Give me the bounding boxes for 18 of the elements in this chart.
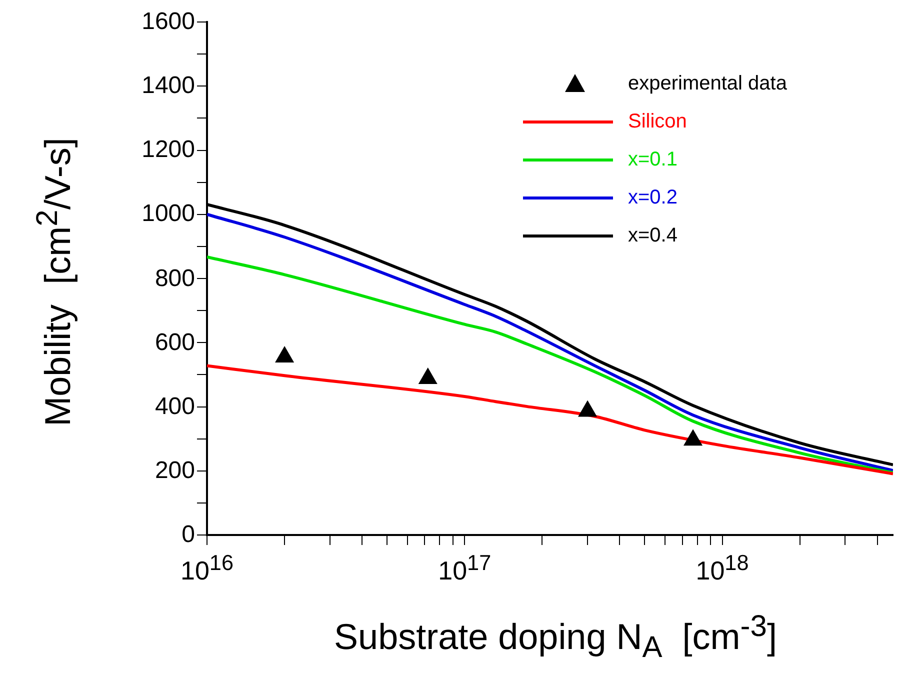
x-tick-label: 10$^{18}$ [694, 549, 750, 587]
legend-label: experimental data [628, 72, 788, 95]
legend-label: x=0.4 [628, 224, 678, 247]
y-tick-label: 200 [154, 456, 195, 485]
y-tick-label: 1600 [140, 8, 195, 36]
y-tick-label: 1400 [140, 72, 195, 100]
legend-label: x=0.1 [628, 148, 678, 171]
x-axis-title: Substrate doping N$_{A}$ [cm$^{-3}$] [333, 610, 778, 666]
y-tick-label: 400 [154, 392, 195, 421]
y-tick-label: 0 [180, 521, 195, 549]
x-tick-label: 10$^{16}$ [179, 549, 234, 587]
y-tick-label: 800 [154, 264, 195, 292]
y-tick-label: 1200 [140, 136, 195, 164]
legend-label: x=0.2 [628, 186, 678, 209]
y-tick-label: 1000 [140, 200, 195, 228]
legend-label: Silicon [628, 110, 687, 133]
y-tick-label: 600 [154, 328, 195, 357]
x-tick-label: 10$^{17}$ [437, 549, 492, 587]
